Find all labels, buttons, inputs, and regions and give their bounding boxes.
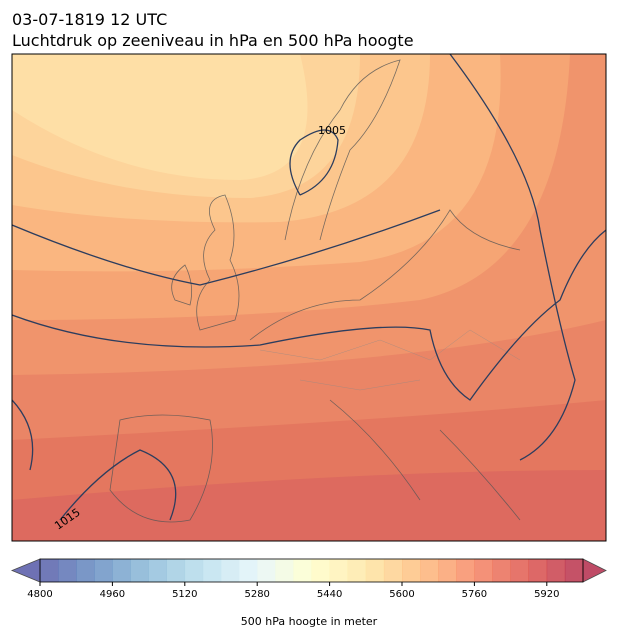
colorbar-box — [148, 559, 167, 582]
isobar — [12, 209, 441, 286]
coastline — [284, 59, 401, 241]
colorbar-box — [166, 559, 186, 582]
colorbar-frame — [39, 558, 584, 583]
coastline — [329, 399, 521, 521]
colorbar-box — [402, 559, 421, 582]
colorbar-box — [311, 559, 330, 582]
map: 1005 1015 — [12, 54, 606, 541]
colorbar-box — [420, 559, 439, 582]
colorbar-box — [347, 559, 367, 582]
tick-label: 5440 — [317, 589, 342, 600]
tick-label: 4800 — [27, 589, 52, 600]
isobar — [289, 129, 339, 196]
coastline — [249, 209, 521, 341]
colorbar-box — [293, 559, 312, 582]
colorbar-box — [221, 559, 240, 582]
colorbar-box — [275, 559, 294, 582]
colorbar-box — [528, 559, 548, 582]
colorbar-box — [329, 559, 348, 582]
coastline — [109, 414, 213, 523]
tick-label: 5760 — [462, 589, 487, 600]
colorbar-box — [202, 559, 222, 582]
border — [259, 329, 521, 391]
coastline — [196, 194, 240, 331]
colorbar-label: 500 hPa hoogte in meter — [241, 615, 378, 628]
colorbar: 4800 4960 5120 5280 5440 5600 5760 5920 — [10, 558, 607, 600]
map-frame — [11, 53, 607, 542]
colorbar-box — [76, 559, 95, 582]
chart-subtitle: Luchtdruk op zeeniveau in hPa en 500 hPa… — [12, 31, 414, 50]
coastline — [171, 264, 193, 306]
tick-label: 4960 — [100, 589, 125, 600]
colorbar-extend — [10, 558, 41, 583]
colorbar-box — [130, 559, 149, 582]
colorbar-box — [564, 559, 584, 582]
colorbar-box — [257, 559, 276, 582]
colorbar-box — [184, 559, 204, 582]
isobar — [449, 54, 576, 461]
height-band — [12, 54, 308, 180]
colorbar-box — [58, 559, 77, 582]
colorbar-extend — [582, 558, 607, 583]
colorbar-box — [438, 559, 457, 582]
colorbar-box — [456, 559, 475, 582]
colorbar-box — [40, 559, 59, 582]
isobar — [12, 399, 177, 521]
tick-label: 5120 — [172, 589, 197, 600]
colorbar-box — [112, 559, 131, 582]
tick-label: 5920 — [534, 589, 559, 600]
tick-label: 5600 — [389, 589, 414, 600]
colorbar-box — [492, 559, 511, 582]
colorbar-box — [510, 559, 529, 582]
colorbar-box — [474, 559, 493, 582]
isobar-label: 1005 — [318, 124, 346, 137]
colorbar-box — [239, 559, 258, 582]
colorbar-box — [94, 559, 113, 582]
isobar — [12, 229, 606, 401]
chart-title: 03-07-1819 12 UTC — [12, 10, 167, 29]
colorbar-box — [365, 559, 385, 582]
colorbar-box — [383, 559, 403, 582]
tick-label: 5280 — [244, 589, 269, 600]
colorbar-box — [546, 559, 566, 582]
